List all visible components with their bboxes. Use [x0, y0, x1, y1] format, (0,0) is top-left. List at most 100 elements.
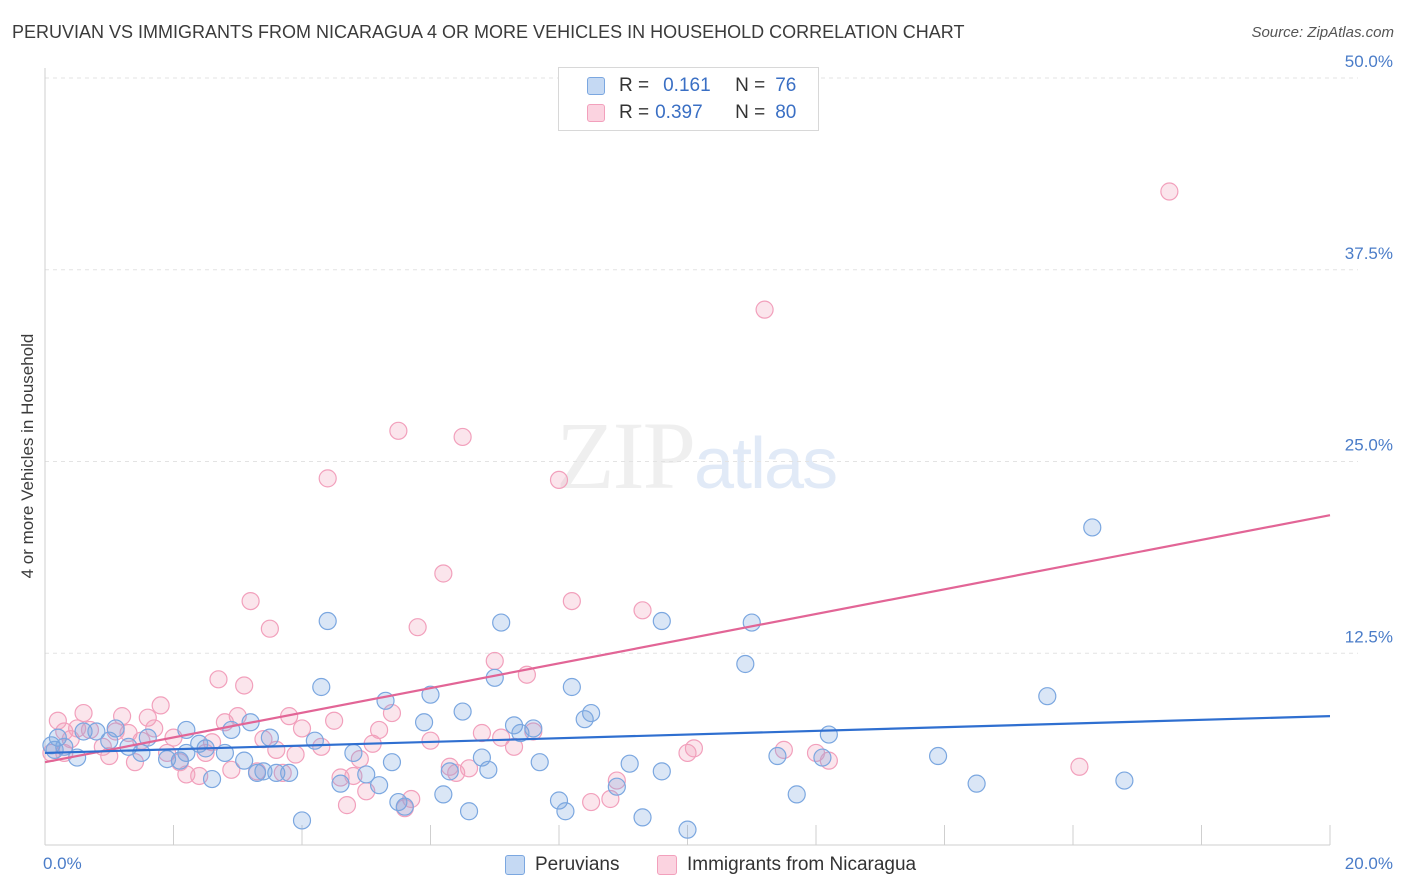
peruvian-point [318, 611, 337, 631]
nicaragua-points [42, 182, 1179, 818]
peruvian-point [222, 720, 241, 740]
peruvian-point [132, 743, 151, 763]
nicaragua-point [209, 670, 228, 689]
nicaragua-point [434, 564, 453, 583]
peruvians-swatch [587, 77, 605, 95]
peruvian-point [254, 762, 273, 781]
n-value: 80 [775, 102, 797, 123]
nicaragua-point [286, 745, 305, 764]
peruvian-point [582, 703, 601, 723]
peruvian-point [562, 677, 581, 697]
peruvian-point [370, 776, 389, 795]
peruvian-point [280, 763, 299, 783]
nicaragua-point [453, 427, 472, 447]
peruvian-point [652, 611, 671, 631]
peruvian-point [440, 762, 459, 781]
legend-label-peruvians: Peruvians [535, 854, 620, 875]
peruvian-point [813, 748, 832, 767]
peruvian-point [434, 785, 453, 804]
nicaragua-point [145, 719, 164, 738]
nicaragua-point [755, 300, 774, 319]
nicaragua-point [273, 763, 292, 783]
y-tick-label: 25.0% [1345, 436, 1393, 455]
peruvian-point [421, 685, 440, 704]
peruvian-point [928, 746, 948, 766]
nicaragua-point [472, 723, 491, 743]
legend-label-nicaragua: Immigrants from Nicaragua [687, 854, 917, 875]
nicaragua-point [235, 676, 254, 695]
nicaragua-point [389, 421, 408, 440]
watermark: ZIPatlas [556, 400, 838, 511]
nicaragua-point [492, 728, 511, 747]
r-label: R = [619, 102, 650, 123]
r-label: R = [619, 75, 650, 96]
trend-layer [44, 514, 1331, 764]
peruvian-point [492, 613, 511, 632]
peruvian-point [459, 802, 479, 821]
axis-layer [44, 68, 1331, 846]
peruvian-point [357, 765, 376, 784]
peruvian-point [607, 777, 626, 796]
peruvian-point [344, 743, 363, 763]
peruvian-point [652, 762, 671, 781]
peruvian-point [768, 746, 787, 766]
peruvian-point [235, 751, 254, 770]
legend-item-nicaragua: Immigrants from Nicaragua [657, 852, 916, 878]
nicaragua-point [292, 719, 312, 738]
nicaragua-point [582, 792, 601, 812]
r-value: 0.397 [655, 102, 703, 123]
peruvian-point [633, 808, 652, 827]
peruvian-point [1083, 518, 1102, 537]
peruvian-point [170, 751, 190, 770]
nicaragua-point [241, 591, 260, 611]
peruvian-point [414, 713, 434, 732]
correlation-stats-box: R = 0.161 N = 76 R = 0.397 N = 80 [558, 67, 819, 131]
peruvian-point [556, 802, 575, 821]
y-tick-label: 50.0% [1345, 52, 1393, 71]
peruvian-point [331, 774, 350, 793]
peruvian-point [530, 753, 549, 772]
nicaragua-point [1160, 182, 1179, 201]
nicaragua-point [408, 618, 427, 637]
peruvian-point [479, 760, 498, 779]
watermark-atlas: atlas [694, 424, 838, 504]
n-label: N = [735, 75, 766, 96]
nicaragua-point [80, 720, 100, 740]
nicaragua-point [549, 470, 569, 490]
peruvian-point [819, 725, 838, 744]
chart-source: Source: ZipAtlas.com [1251, 24, 1394, 41]
nicaragua-point [678, 743, 697, 763]
peruvian-point [292, 811, 312, 830]
legend-item-peruvians: Peruvians [505, 852, 620, 878]
peruvian-point [247, 763, 267, 783]
x-tick-label: 20.0% [1345, 854, 1393, 873]
nicaragua-point [370, 720, 389, 740]
watermark-zip: ZIP [556, 402, 696, 509]
n-value: 76 [775, 75, 797, 96]
nicaragua-point [607, 771, 626, 790]
nicaragua-point [151, 696, 170, 715]
nicaragua-point [74, 703, 93, 723]
peruvian-point [87, 722, 106, 741]
peruvian-point [1115, 771, 1134, 790]
peruvian-point [260, 728, 279, 747]
peruvian-point [1038, 687, 1057, 706]
nicaragua-point [138, 708, 157, 727]
peruvian-point [45, 740, 64, 759]
grid-layer [45, 77, 1358, 654]
peruvian-trend-line [44, 715, 1331, 755]
nicaragua-point [1070, 757, 1089, 776]
nicaragua-swatch [587, 104, 605, 122]
y-tick-label: 37.5% [1345, 244, 1393, 263]
stats-row-nicaragua: R = 0.397 N = 80 [559, 100, 796, 126]
nicaragua-point [684, 739, 704, 758]
nicaragua-point [562, 591, 581, 611]
peruvian-point [305, 731, 324, 750]
r-value: 0.161 [663, 75, 711, 96]
peruvian-point [74, 722, 93, 741]
nicaragua-point [318, 469, 337, 488]
peruvian-point [395, 797, 414, 816]
nicaragua-point [337, 796, 357, 815]
n-label: N = [735, 102, 766, 123]
